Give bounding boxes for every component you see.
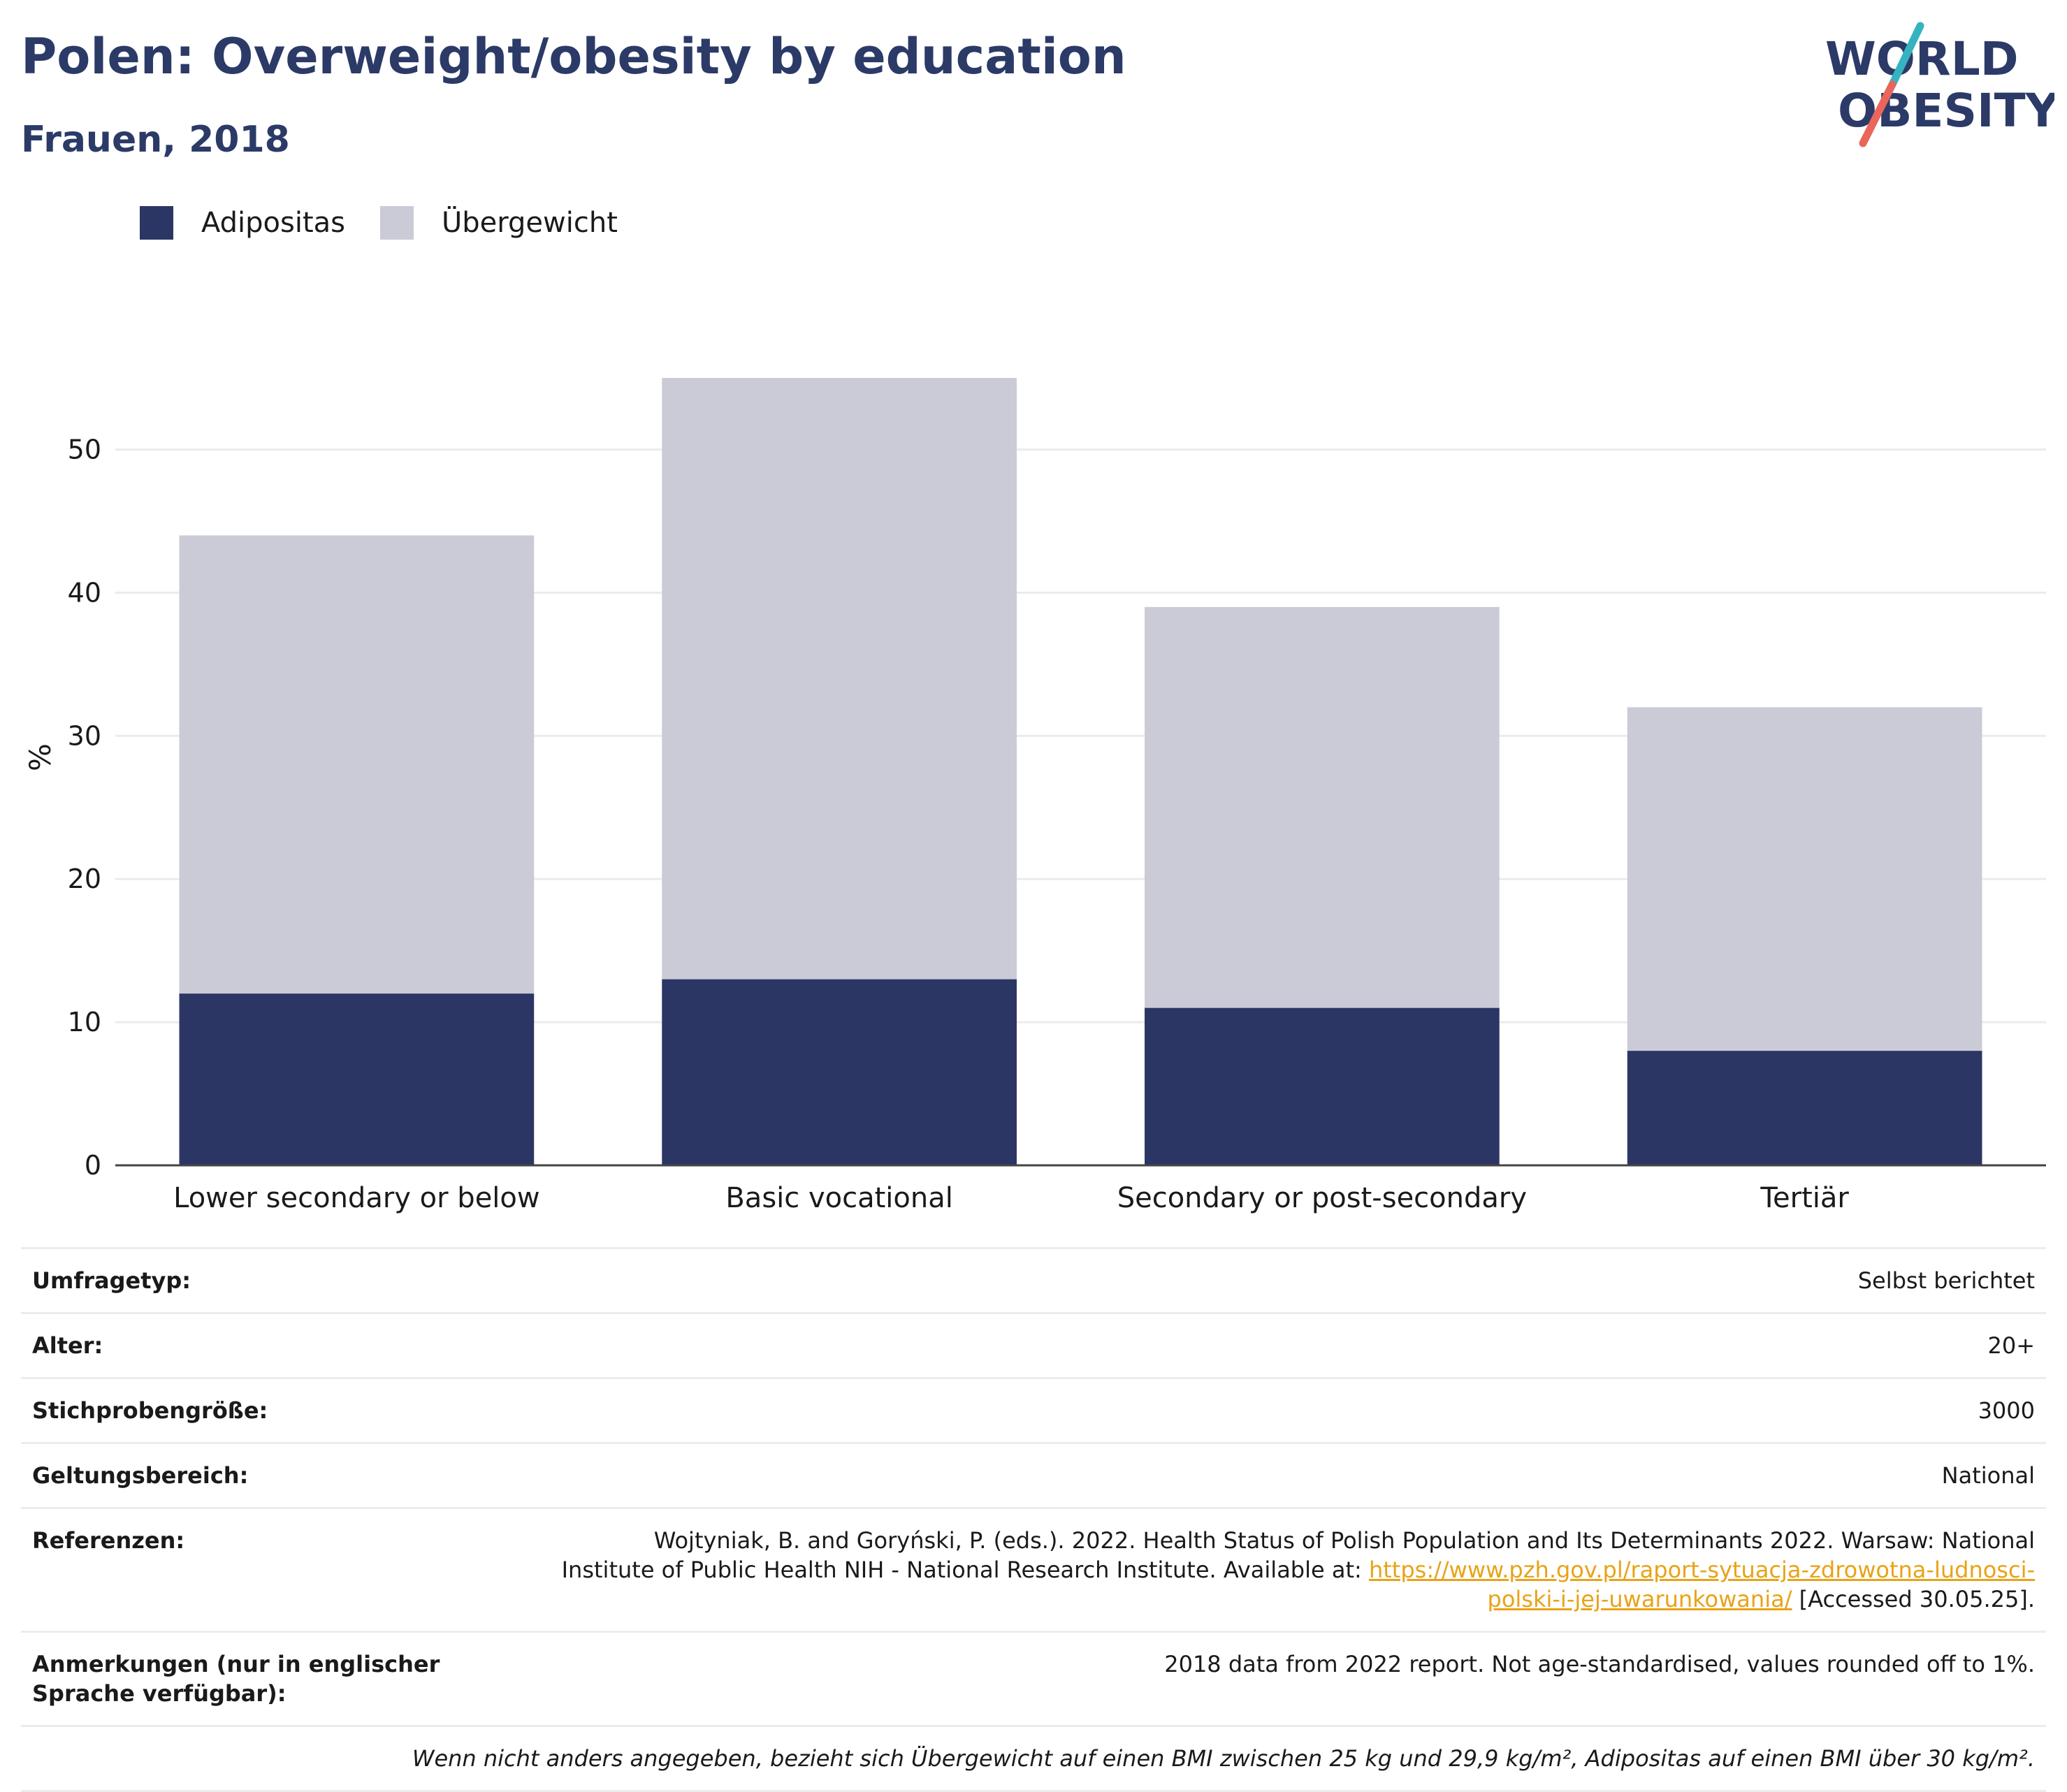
- x-tick-label: Basic vocational: [725, 1182, 953, 1214]
- y-axis-label: %: [23, 743, 57, 771]
- x-tick-label: Tertiär: [1760, 1182, 1849, 1214]
- bar-overweight: [179, 535, 535, 994]
- info-row-survey-type: Umfragetyp: Selbst berichtet: [21, 1247, 2046, 1313]
- info-row-notes: Anmerkungen (nur in englischer Sprache v…: [21, 1631, 2046, 1726]
- x-tick-label: Secondary or post-secondary: [1117, 1182, 1527, 1214]
- info-label: Stichprobengröße:: [21, 1377, 546, 1443]
- world-obesity-logo: WORLD OBESITY: [1825, 22, 2054, 147]
- info-label: Alter:: [21, 1312, 546, 1378]
- reference-text: Wojtyniak, B. and Goryński, P. (eds.). 2…: [561, 1527, 2035, 1583]
- info-row-references: Referenzen: Wojtyniak, B. and Goryński, …: [21, 1507, 2046, 1632]
- page-subtitle: Frauen, 2018: [21, 119, 290, 161]
- info-row-age: Alter: 20+: [21, 1312, 2046, 1378]
- legend-label-overweight: Übergewicht: [442, 207, 618, 239]
- bar-overweight: [1145, 606, 1500, 1008]
- y-tick-label: 0: [85, 1150, 101, 1181]
- bar-obesity: [179, 993, 535, 1165]
- info-row-scope: Geltungsbereich: National: [21, 1442, 2046, 1508]
- y-tick-label: 50: [68, 434, 101, 465]
- info-value: Wojtyniak, B. and Goryński, P. (eds.). 2…: [546, 1507, 2046, 1632]
- legend-swatch-obesity: [140, 206, 173, 240]
- logo-line-1: WORLD: [1825, 32, 2019, 86]
- info-value: National: [546, 1442, 2046, 1508]
- bar-obesity: [1627, 1051, 1982, 1165]
- page-title: Polen: Overweight/obesity by education: [21, 28, 1126, 85]
- info-value: 20+: [546, 1312, 2046, 1378]
- info-row-sample-size: Stichprobengröße: 3000: [21, 1377, 2046, 1443]
- info-label: Anmerkungen (nur in englischer Sprache v…: [21, 1631, 546, 1726]
- y-tick-label: 20: [68, 864, 101, 894]
- y-tick-label: 30: [68, 720, 101, 751]
- footnote: Wenn nicht anders angegeben, bezieht sic…: [21, 1725, 2046, 1792]
- info-label: Umfragetyp:: [21, 1247, 546, 1313]
- info-label: Referenzen:: [21, 1507, 546, 1632]
- info-value: 3000: [546, 1377, 2046, 1443]
- bar-overweight: [662, 377, 1017, 979]
- info-value: Selbst berichtet: [546, 1247, 2046, 1313]
- info-label: Geltungsbereich:: [21, 1442, 546, 1508]
- bar-overweight: [1627, 707, 1982, 1051]
- info-table: Umfragetyp: Selbst berichtet Alter: 20+ …: [21, 1247, 2046, 1792]
- reference-link[interactable]: https://www.pzh.gov.pl/raport-sytuacja-z…: [1368, 1557, 2035, 1612]
- bar-obesity: [662, 979, 1017, 1165]
- reference-suffix: [Accessed 30.05.25].: [1792, 1586, 2035, 1612]
- bar-chart: 0 10 20 30 40 50% Lower secondary or below Basi…: [23, 377, 2046, 1214]
- y-tick-label: 10: [68, 1007, 101, 1037]
- chart-legend: Adipositas Übergewicht: [140, 206, 653, 240]
- x-tick-label: Lower secondary or below: [173, 1182, 539, 1214]
- legend-item-overweight: Übergewicht: [380, 206, 618, 240]
- legend-label-obesity: Adipositas: [201, 207, 346, 239]
- legend-item-obesity: Adipositas: [140, 206, 345, 240]
- info-value: 2018 data from 2022 report. Not age-stan…: [546, 1631, 2046, 1726]
- bar-obesity: [1145, 1007, 1500, 1165]
- info-row-footnote: Wenn nicht anders angegeben, bezieht sic…: [21, 1725, 2046, 1792]
- y-tick-label: 40: [68, 577, 101, 608]
- legend-swatch-overweight: [380, 206, 414, 240]
